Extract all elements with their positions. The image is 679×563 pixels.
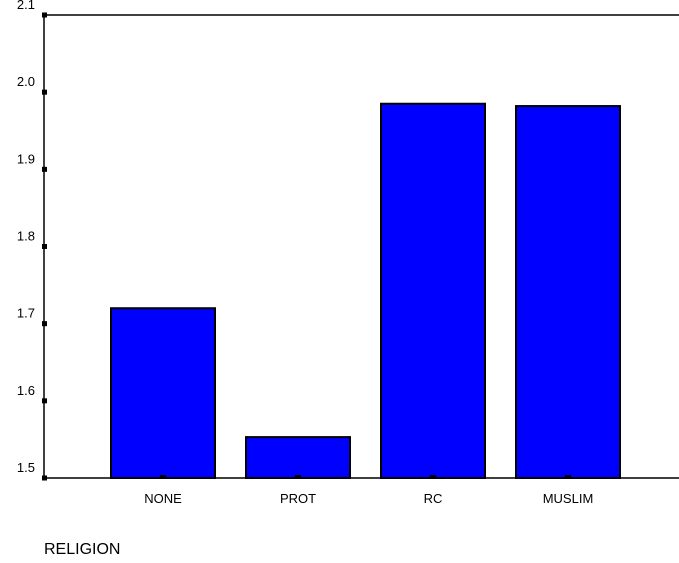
y-tick-label: 2.1 bbox=[17, 0, 35, 12]
y-tick-label: 1.6 bbox=[17, 383, 35, 398]
x-tick-mark bbox=[430, 475, 436, 478]
y-tick-mark bbox=[42, 398, 47, 404]
x-tick-label: MUSLIM bbox=[543, 491, 594, 506]
bar-prot bbox=[245, 436, 351, 479]
x-tick-mark bbox=[295, 475, 301, 478]
y-tick-label: 2.0 bbox=[17, 74, 35, 89]
y-tick-mark bbox=[42, 89, 47, 95]
y-tick-label: 1.5 bbox=[17, 460, 35, 475]
bar-rc bbox=[380, 102, 486, 479]
x-tick-label: NONE bbox=[144, 491, 182, 506]
y-tick-label: 1.9 bbox=[17, 151, 35, 166]
bar-none bbox=[110, 307, 216, 479]
x-tick-label: PROT bbox=[280, 491, 316, 506]
y-tick-mark bbox=[42, 321, 47, 327]
y-tick-mark bbox=[42, 12, 47, 18]
bar-muslim bbox=[515, 105, 621, 479]
y-tick-mark bbox=[42, 166, 47, 172]
x-axis-label: RELIGION bbox=[44, 541, 121, 558]
y-tick-label: 1.7 bbox=[17, 306, 35, 321]
x-tick-mark bbox=[160, 475, 166, 478]
y-tick-label: 1.8 bbox=[17, 229, 35, 244]
y-tick-mark bbox=[42, 244, 47, 249]
x-tick-label: RC bbox=[424, 491, 443, 506]
x-tick-mark bbox=[565, 475, 571, 478]
y-tick-mark bbox=[42, 475, 47, 481]
